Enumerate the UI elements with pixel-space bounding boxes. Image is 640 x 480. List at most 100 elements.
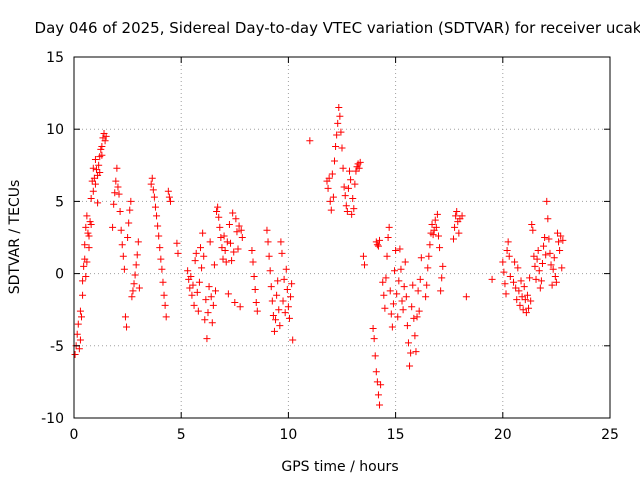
data-point	[359, 252, 367, 260]
data-point	[114, 183, 122, 191]
data-point	[191, 257, 199, 265]
data-point	[339, 164, 347, 172]
data-point	[95, 161, 103, 169]
data-point	[352, 167, 360, 175]
data-point	[282, 265, 290, 273]
data-point	[193, 288, 201, 296]
data-point	[395, 277, 403, 285]
data-point	[120, 265, 128, 273]
data-point	[97, 145, 105, 153]
data-point	[128, 293, 136, 301]
data-point	[371, 352, 379, 360]
data-point	[87, 195, 95, 203]
data-point	[535, 267, 543, 275]
data-point	[413, 313, 421, 321]
data-point	[237, 226, 245, 234]
data-point	[280, 275, 288, 283]
data-point	[389, 300, 397, 308]
data-point	[373, 378, 381, 386]
data-point	[344, 184, 352, 192]
data-point	[268, 297, 276, 305]
data-point	[134, 238, 142, 246]
data-point	[382, 274, 390, 282]
data-point	[89, 164, 97, 172]
data-point	[160, 291, 168, 299]
data-point	[340, 183, 348, 191]
data-point	[416, 275, 424, 283]
data-point	[397, 265, 405, 273]
data-point	[333, 131, 341, 139]
data-point	[393, 290, 401, 298]
data-point	[325, 174, 333, 182]
data-point	[408, 303, 416, 311]
data-point	[517, 277, 525, 285]
data-point	[82, 223, 90, 231]
data-point	[132, 261, 140, 269]
data-point	[224, 290, 232, 298]
data-point	[533, 255, 541, 263]
data-point	[149, 186, 157, 194]
data-point	[386, 287, 394, 295]
data-point	[273, 291, 281, 299]
data-point	[158, 265, 166, 273]
x-tick-label: 20	[494, 427, 512, 443]
data-point	[87, 221, 95, 229]
data-point	[71, 350, 79, 358]
data-point	[85, 232, 93, 240]
data-point	[522, 309, 530, 317]
data-point	[326, 197, 334, 205]
data-point	[249, 258, 257, 266]
data-point	[204, 309, 212, 317]
data-point	[148, 174, 156, 182]
data-point	[190, 301, 198, 309]
data-point	[329, 193, 337, 201]
data-point	[274, 277, 282, 285]
data-point	[559, 236, 567, 244]
data-point	[519, 306, 527, 314]
data-point	[335, 104, 343, 112]
data-point	[214, 203, 222, 211]
data-point	[225, 221, 233, 229]
data-point	[74, 320, 82, 328]
data-point	[387, 310, 395, 318]
data-point	[510, 278, 518, 286]
data-point	[117, 226, 125, 234]
data-point	[121, 313, 129, 321]
data-point	[523, 291, 531, 299]
data-point	[369, 324, 377, 332]
data-point	[115, 190, 123, 198]
data-point	[209, 301, 217, 309]
data-point	[548, 281, 556, 289]
data-point	[236, 303, 244, 311]
data-point	[436, 244, 444, 252]
data-point	[284, 303, 292, 311]
y-tick-label: 5	[55, 194, 64, 210]
data-point	[187, 272, 195, 280]
data-point	[206, 238, 214, 246]
data-point	[380, 291, 388, 299]
data-point	[200, 252, 208, 260]
data-point	[156, 244, 164, 252]
data-point	[401, 258, 409, 266]
data-point	[233, 228, 241, 236]
data-point	[93, 166, 101, 174]
data-point	[98, 151, 106, 159]
data-point	[253, 307, 261, 315]
data-point	[434, 232, 442, 240]
data-point	[384, 234, 392, 241]
data-point	[429, 231, 437, 239]
data-point	[376, 236, 384, 244]
data-point	[229, 209, 237, 217]
data-point	[173, 239, 181, 247]
data-point	[347, 176, 355, 184]
data-point	[174, 249, 182, 257]
data-point	[424, 264, 432, 272]
data-point	[82, 272, 90, 280]
data-point	[285, 314, 293, 322]
data-point	[556, 246, 564, 254]
data-point	[543, 197, 551, 205]
data-point	[223, 238, 231, 246]
data-point	[373, 241, 381, 249]
data-point	[403, 322, 411, 330]
